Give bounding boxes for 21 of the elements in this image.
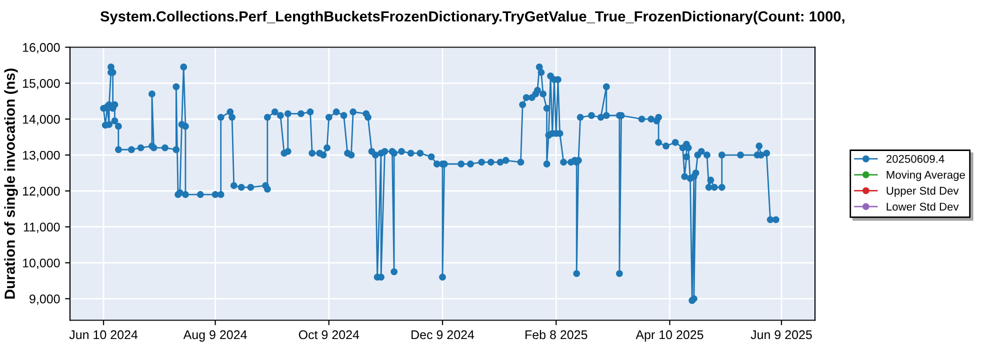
- x-tick-label: Feb 8 2025: [526, 330, 588, 340]
- y-tick-label: 16,000: [23, 43, 60, 54]
- y-tick-label: 13,000: [23, 150, 60, 162]
- legend-label: Moving Average: [886, 170, 965, 181]
- y-axis-title: Duration of single invocation (ns): [4, 68, 18, 299]
- legend-label: Lower Std Dev: [886, 202, 959, 211]
- y-tick-label: 14,000: [23, 114, 60, 126]
- x-tick-label: Aug 9 2024: [183, 330, 247, 342]
- legend-label: Upper Std Dev: [886, 186, 959, 197]
- x-tick-label: Jun 9 2025: [750, 330, 812, 340]
- x-tick-label: Dec 9 2024: [412, 330, 474, 340]
- y-tick-label: 15,000: [23, 78, 60, 90]
- x-tick-label: Oct 9 2024: [298, 330, 360, 340]
- y-tick-label: 12,000: [23, 186, 60, 198]
- y-tick-label: 10,000: [23, 258, 60, 269]
- legend-label: 20250609.4: [886, 154, 944, 163]
- chart-title: System.Collections.Perf_LengthBucketsFrozenDictionary.TryGetValue_True_FrozenDictionary(Count: 1000,: [100, 10, 844, 24]
- x-tick-label: Jun 10 2024: [69, 330, 138, 340]
- y-tick-label: 11,000: [24, 222, 60, 233]
- y-tick-label: 9,000: [30, 294, 60, 305]
- x-tick-label: Apr 10 2025: [636, 330, 704, 342]
